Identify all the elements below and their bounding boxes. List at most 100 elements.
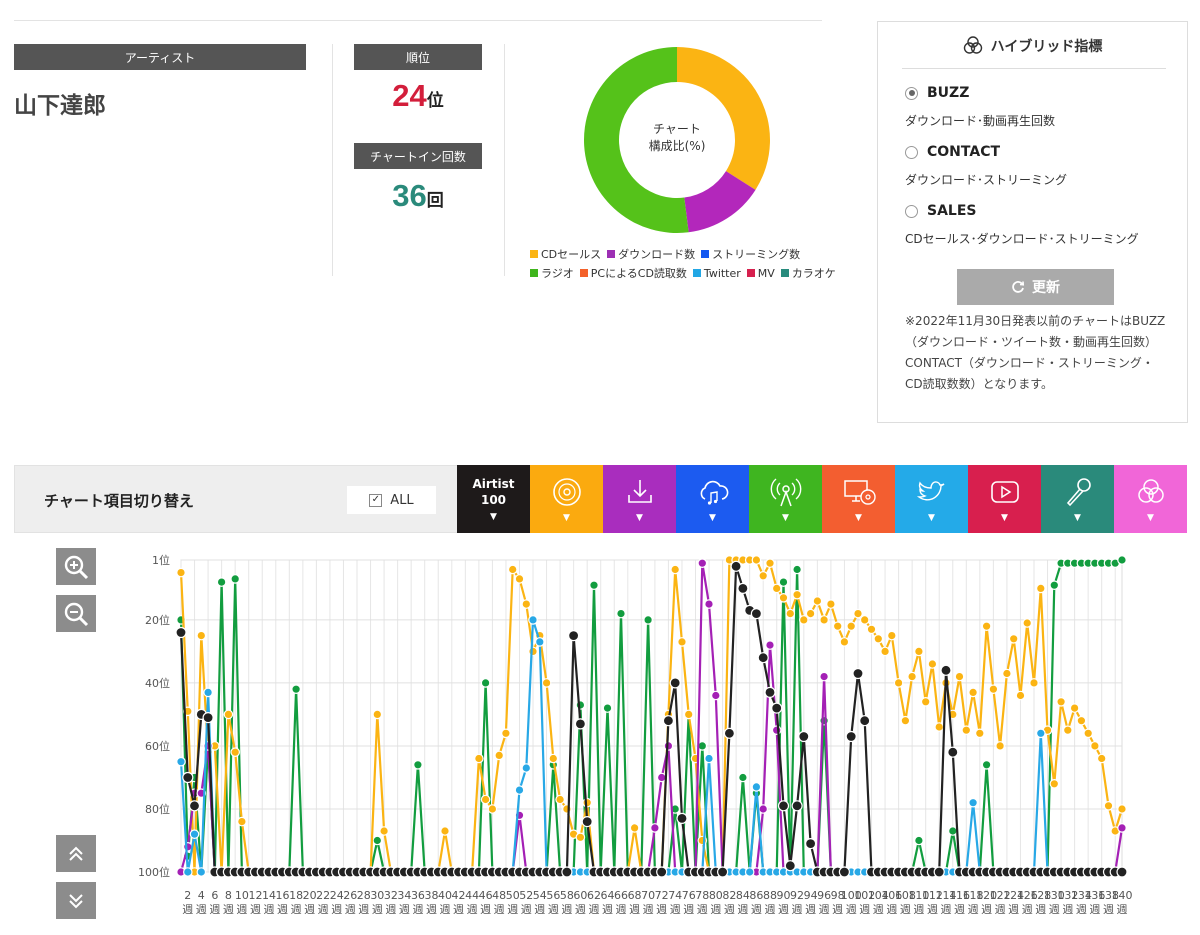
series-point[interactable]	[730, 560, 742, 572]
series-point[interactable]	[859, 715, 871, 727]
series-point[interactable]	[202, 712, 214, 724]
radio-sales[interactable]	[905, 204, 918, 218]
series-point[interactable]	[778, 577, 789, 587]
series-point[interactable]	[561, 866, 573, 878]
series-point[interactable]	[920, 697, 931, 707]
series-point[interactable]	[968, 797, 978, 808]
series-point[interactable]	[819, 671, 829, 682]
series-point[interactable]	[792, 589, 802, 600]
series-point[interactable]	[933, 866, 945, 878]
series-point[interactable]	[501, 728, 511, 739]
series-point[interactable]	[494, 750, 504, 761]
series-point[interactable]	[670, 564, 680, 575]
series-point[interactable]	[230, 747, 240, 757]
tab-karaoke[interactable]: ▼	[1041, 465, 1114, 533]
series-point[interactable]	[914, 835, 924, 846]
series-point[interactable]	[575, 700, 586, 710]
series-point[interactable]	[981, 621, 992, 631]
series-point[interactable]	[676, 812, 688, 824]
series-point[interactable]	[751, 782, 762, 792]
series-point[interactable]	[791, 800, 803, 812]
series-point[interactable]	[1056, 697, 1066, 707]
series-point[interactable]	[669, 677, 681, 689]
series-point[interactable]	[683, 709, 694, 720]
series-point[interactable]	[974, 728, 985, 739]
option-buzz[interactable]: BUZZ	[905, 85, 969, 101]
series-point[interactable]	[291, 684, 301, 694]
series-point[interactable]	[940, 664, 952, 676]
series-point[interactable]	[1036, 728, 1046, 739]
series-point[interactable]	[514, 574, 525, 584]
series-point[interactable]	[900, 715, 911, 726]
series-point[interactable]	[656, 772, 667, 783]
series-point[interactable]	[1090, 741, 1100, 751]
series-point[interactable]	[845, 730, 857, 743]
series-point[interactable]	[947, 826, 958, 836]
zoom-out-button[interactable]	[56, 595, 96, 632]
series-point[interactable]	[541, 678, 552, 688]
option-sales[interactable]: SALES	[905, 203, 977, 219]
series-point[interactable]	[1103, 800, 1114, 811]
series-point[interactable]	[372, 835, 383, 846]
scroll-up-button[interactable]	[56, 835, 96, 872]
series-point[interactable]	[1117, 823, 1127, 833]
series-point[interactable]	[907, 671, 917, 682]
series-point[interactable]	[792, 564, 802, 575]
series-point[interactable]	[723, 727, 736, 739]
series-point[interactable]	[798, 615, 809, 625]
series-point[interactable]	[196, 867, 207, 877]
series-point[interactable]	[819, 715, 829, 726]
series-point[interactable]	[852, 667, 864, 680]
series-point[interactable]	[784, 860, 796, 872]
series-point[interactable]	[1117, 804, 1127, 814]
series-point[interactable]	[372, 709, 383, 720]
series-point[interactable]	[629, 823, 640, 833]
series-point[interactable]	[662, 715, 675, 727]
series-point[interactable]	[886, 630, 897, 641]
series-point[interactable]	[1029, 678, 1039, 688]
series-point[interactable]	[866, 624, 877, 635]
series-point[interactable]	[697, 558, 708, 568]
series-point[interactable]	[1022, 618, 1032, 628]
series-point[interactable]	[914, 646, 924, 657]
series-point[interactable]	[602, 703, 613, 713]
series-point[interactable]	[514, 785, 525, 795]
series-point[interactable]	[203, 687, 213, 698]
series-point[interactable]	[934, 722, 944, 732]
tab-hybrid[interactable]: ▼	[1114, 465, 1187, 533]
series-point[interactable]	[704, 599, 714, 609]
radio-contact[interactable]	[905, 145, 918, 159]
series-point[interactable]	[832, 621, 843, 631]
option-contact[interactable]: CONTACT	[905, 144, 1000, 160]
series-point[interactable]	[223, 709, 234, 720]
series-point[interactable]	[778, 593, 789, 603]
series-point[interactable]	[581, 816, 593, 828]
checkbox-checked-icon[interactable]: ✓	[369, 493, 383, 507]
series-point[interactable]	[616, 608, 626, 619]
series-point[interactable]	[379, 826, 389, 836]
series-point[interactable]	[873, 634, 884, 644]
series-point[interactable]	[757, 652, 769, 664]
series-point[interactable]	[196, 630, 207, 641]
series-point[interactable]	[237, 816, 247, 827]
series-point[interactable]	[765, 558, 775, 568]
series-point[interactable]	[656, 866, 668, 878]
series-point[interactable]	[555, 794, 565, 805]
series-point[interactable]	[737, 582, 749, 595]
series-point[interactable]	[188, 800, 201, 812]
radio-buzz[interactable]	[905, 86, 918, 100]
tab-streaming[interactable]: ▼	[676, 465, 749, 533]
series-point[interactable]	[183, 867, 193, 877]
series-point[interactable]	[189, 829, 200, 839]
series-point[interactable]	[574, 718, 587, 730]
series-point[interactable]	[765, 640, 775, 650]
series-point[interactable]	[805, 608, 816, 619]
series-point[interactable]	[947, 746, 959, 758]
series-point[interactable]	[1036, 583, 1046, 594]
series-point[interactable]	[764, 686, 776, 698]
series-point[interactable]	[1049, 779, 1060, 789]
series-point[interactable]	[968, 687, 978, 698]
series-point[interactable]	[751, 555, 762, 565]
tab-pc[interactable]: ▼	[822, 465, 895, 533]
series-point[interactable]	[995, 741, 1005, 751]
